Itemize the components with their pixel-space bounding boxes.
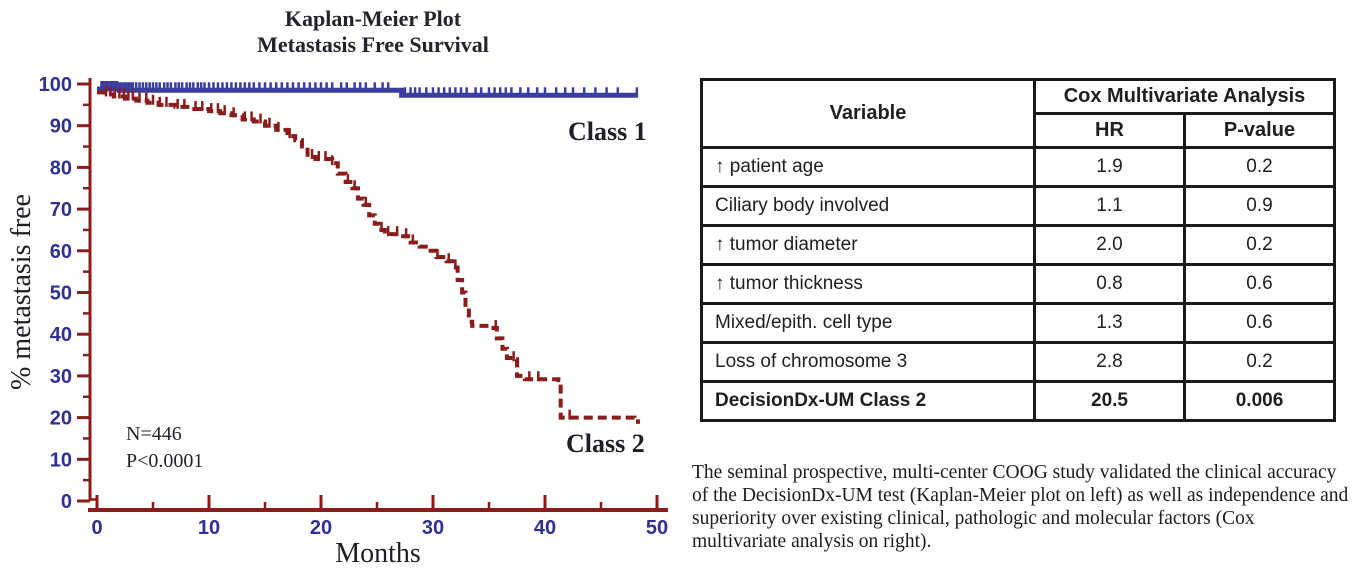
variable-cell: DecisionDx-UM Class 2 — [700, 380, 1036, 422]
pvalue-cell: 0.9 — [1183, 185, 1336, 227]
variable-cell: ↑ patient age — [700, 146, 1036, 188]
table-row: ↑ tumor diameter 2.0 0.2 — [700, 224, 1336, 266]
x-tick-label: 20 — [310, 517, 332, 539]
hr-cell: 20.5 — [1033, 380, 1186, 422]
class2-series-label: Class 2 — [566, 429, 645, 458]
variable-cell: ↑ tumor thickness — [700, 263, 1036, 305]
hr-cell: 2.8 — [1033, 341, 1186, 383]
variable-cell: Loss of chromosome 3 — [700, 341, 1036, 383]
y-tick-label: 20 — [50, 408, 72, 430]
x-axis-label: Months — [335, 538, 421, 569]
sample-size-label: N=446 — [126, 423, 182, 445]
p-value-label: P<0.0001 — [126, 450, 203, 472]
pvalue-cell: 0.2 — [1183, 146, 1336, 188]
y-tick-label: 70 — [50, 199, 72, 221]
column-header-variable: Variable — [700, 78, 1036, 149]
hr-cell: 1.9 — [1033, 146, 1186, 188]
chart-title-line2: Metastasis Free Survival — [257, 32, 489, 57]
pvalue-cell: 0.6 — [1183, 302, 1336, 344]
y-tick-label: 40 — [50, 324, 72, 346]
variable-cell: ↑ tumor diameter — [700, 224, 1036, 266]
pvalue-cell: 0.2 — [1183, 224, 1336, 266]
table-row: ↑ tumor thickness 0.8 0.6 — [700, 263, 1336, 305]
pvalue-cell: 0.2 — [1183, 341, 1336, 383]
variable-cell: Ciliary body involved — [700, 185, 1036, 227]
column-header-hr: HR — [1033, 112, 1186, 149]
figure-caption: The seminal prospective, multi-center CO… — [692, 461, 1349, 552]
x-tick-label: 30 — [422, 517, 444, 539]
cox-analysis-panel: Variable Cox Multivariate Analysis HR P-… — [700, 78, 1336, 422]
table-row: Mixed/epith. cell type 1.3 0.6 — [700, 302, 1336, 344]
class2-censor-marks — [104, 86, 571, 420]
y-tick-label: 90 — [50, 116, 72, 138]
hr-cell: 2.0 — [1033, 224, 1186, 266]
km-plot-panel: Kaplan-Meier Plot Metastasis Free Surviv… — [6, 6, 668, 569]
y-tick-label: 60 — [50, 241, 72, 263]
class1-series-label: Class 1 — [568, 117, 647, 146]
pvalue-cell: 0.006 — [1183, 380, 1336, 422]
variable-cell: Mixed/epith. cell type — [700, 302, 1036, 344]
hr-cell: 1.1 — [1033, 185, 1186, 227]
table-row: Ciliary body involved 1.1 0.9 — [700, 185, 1336, 227]
table-row: Loss of chromosome 3 2.8 0.2 — [700, 341, 1336, 383]
y-tick-label: 50 — [50, 283, 72, 305]
y-tick-label: 30 — [50, 366, 72, 388]
x-tick-label: 50 — [646, 517, 668, 539]
column-header-pvalue: P-value — [1183, 112, 1336, 149]
y-axis-ticks: 0 10 20 30 40 50 60 70 80 90 100 — [39, 74, 90, 513]
y-tick-label: 10 — [50, 449, 72, 471]
table-row: DecisionDx-UM Class 2 20.5 0.006 — [700, 380, 1336, 422]
hr-cell: 0.8 — [1033, 263, 1186, 305]
class1-censor-marks — [100, 81, 639, 98]
y-tick-label: 0 — [61, 491, 72, 513]
x-tick-label: 0 — [91, 517, 102, 539]
chart-title: Kaplan-Meier Plot Metastasis Free Surviv… — [88, 6, 658, 58]
y-axis-label: % metastasis free — [6, 194, 37, 390]
table-row: ↑ patient age 1.9 0.2 — [700, 146, 1336, 188]
x-tick-label: 10 — [198, 517, 220, 539]
chart-text-labels: % metastasis free Months N=446 P<0.0001 Clas… — [6, 117, 647, 569]
chart-title-line1: Kaplan-Meier Plot — [284, 6, 462, 31]
hr-cell: 1.3 — [1033, 302, 1186, 344]
y-tick-label: 100 — [39, 74, 72, 96]
cox-multivariate-table: Variable Cox Multivariate Analysis HR P-… — [700, 78, 1336, 422]
y-tick-label: 80 — [50, 157, 72, 179]
x-axis-ticks: 0 10 20 30 40 50 — [91, 495, 668, 539]
pvalue-cell: 0.6 — [1183, 263, 1336, 305]
class2-curve — [97, 90, 640, 424]
column-group-header-cox: Cox Multivariate Analysis — [1033, 78, 1336, 115]
x-tick-label: 40 — [534, 517, 556, 539]
